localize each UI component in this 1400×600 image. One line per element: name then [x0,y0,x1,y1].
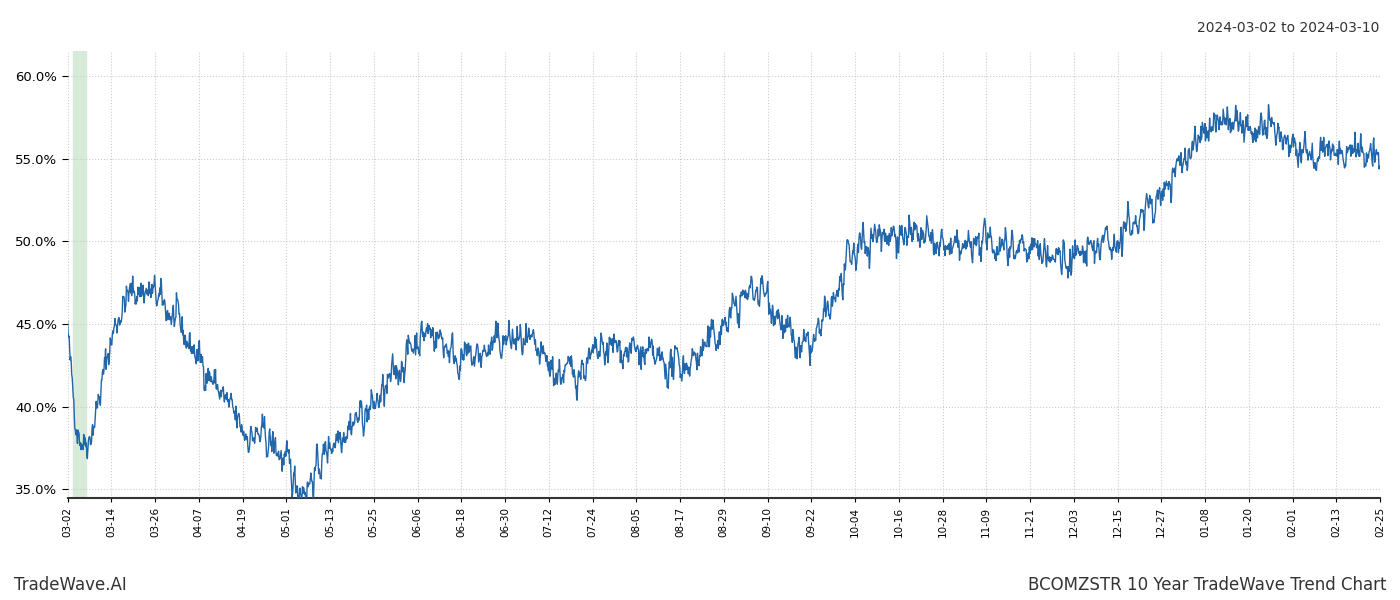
Bar [73,51,85,498]
Text: BCOMZSTR 10 Year TradeWave Trend Chart: BCOMZSTR 10 Year TradeWave Trend Chart [1028,576,1386,594]
Text: TradeWave.AI: TradeWave.AI [14,576,127,594]
Text: 2024-03-02 to 2024-03-10: 2024-03-02 to 2024-03-10 [1197,21,1379,35]
